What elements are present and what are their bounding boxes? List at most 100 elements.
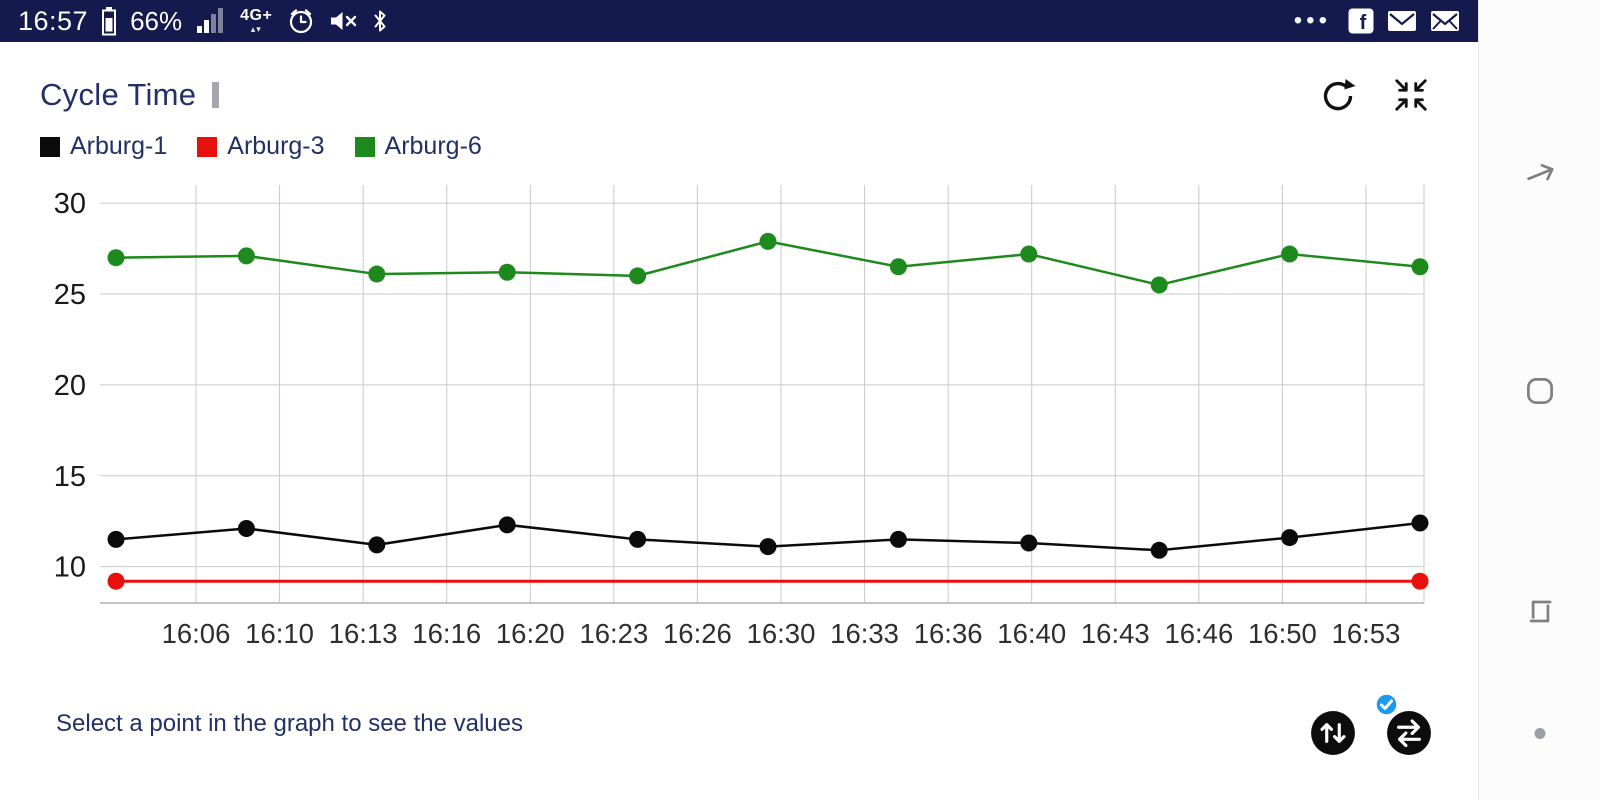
x-tick-label: 16:50 — [1248, 618, 1317, 649]
nav-home-button[interactable] — [1515, 366, 1565, 419]
legend-swatch-icon — [40, 136, 60, 157]
data-point-arburg-3[interactable] — [107, 572, 125, 590]
data-point-arburg-3[interactable] — [1411, 572, 1429, 590]
x-tick-label: 16:26 — [663, 618, 732, 649]
data-point-arburg-1[interactable] — [889, 530, 907, 548]
data-point-arburg-6[interactable] — [1020, 245, 1038, 263]
facebook-icon: f — [1348, 8, 1374, 34]
nav-back-icon — [1526, 163, 1554, 181]
swap-horizontal-button[interactable] — [1386, 710, 1432, 756]
data-point-arburg-1[interactable] — [498, 516, 516, 534]
check-badge-icon — [1374, 692, 1399, 717]
y-tick-label: 20 — [54, 370, 86, 402]
legend-label: Arburg-6 — [384, 132, 482, 160]
x-tick-label: 16:06 — [162, 618, 231, 649]
x-tick-label: 16:36 — [914, 618, 983, 649]
data-point-arburg-1[interactable] — [759, 538, 777, 556]
status-bar-left: 16:57 66% 4G+ ▴▾ — [18, 6, 389, 37]
data-point-arburg-6[interactable] — [889, 258, 907, 276]
nav-back-button[interactable] — [1515, 148, 1565, 201]
hint-text: Select a point in the graph to see the v… — [56, 710, 523, 737]
data-point-arburg-6[interactable] — [107, 249, 125, 267]
text-cursor — [212, 82, 220, 108]
refresh-icon — [1323, 79, 1356, 111]
data-point-arburg-6[interactable] — [759, 232, 777, 250]
nav-home-icon — [1526, 378, 1553, 404]
x-tick-label: 16:46 — [1164, 618, 1233, 649]
collapse-icon — [1395, 79, 1427, 111]
data-point-arburg-1[interactable] — [107, 530, 125, 548]
data-point-arburg-6[interactable] — [368, 265, 386, 283]
nav-recents-button[interactable] — [1515, 586, 1565, 639]
battery-percent: 66% — [130, 5, 183, 36]
data-point-arburg-6[interactable] — [498, 263, 516, 281]
x-tick-label: 16:40 — [997, 618, 1066, 649]
data-point-arburg-6[interactable] — [629, 267, 647, 285]
sort-vertical-button[interactable] — [1310, 710, 1356, 756]
nav-handle-dot[interactable] — [1534, 728, 1545, 739]
legend-item-arburg-1[interactable]: Arburg-1 — [40, 132, 167, 161]
legend-swatch-icon — [197, 136, 218, 157]
network-indicator: 4G+ ▴▾ — [240, 8, 272, 34]
clock: 16:57 — [18, 5, 89, 36]
svg-text:f: f — [1360, 12, 1367, 34]
y-tick-label: 25 — [54, 279, 86, 311]
data-point-arburg-6[interactable] — [1281, 245, 1299, 263]
cycle-time-chart[interactable]: 10 15 20 25 30 16:06 16:10 16:13 16:16 16:20 16:23… — [28, 165, 1448, 665]
data-point-arburg-1[interactable] — [368, 536, 386, 554]
chart-action-buttons — [1310, 692, 1432, 761]
data-point-arburg-6[interactable] — [1411, 258, 1429, 276]
data-point-arburg-6[interactable] — [237, 247, 255, 265]
alarm-icon — [290, 9, 313, 34]
swap-horizontal-icon — [1387, 711, 1431, 755]
x-tick-label: 16:10 — [245, 618, 314, 649]
chart-legend: Arburg-1 Arburg-3 Arburg-6 — [40, 132, 1478, 161]
data-activity-arrows-icon: ▴▾ — [250, 24, 262, 34]
data-point-arburg-1[interactable] — [1411, 514, 1429, 532]
nav-recents-icon — [1529, 600, 1551, 623]
data-point-arburg-6[interactable] — [1150, 276, 1168, 294]
data-point-arburg-1[interactable] — [1150, 541, 1168, 559]
data-point-arburg-1[interactable] — [1020, 534, 1038, 552]
mail-icon — [1388, 11, 1416, 31]
legend-label: Arburg-3 — [227, 132, 325, 160]
x-tick-label: 16:43 — [1081, 618, 1150, 649]
x-tick-label: 16:23 — [579, 618, 648, 649]
data-point-arburg-1[interactable] — [1281, 529, 1299, 547]
mute-icon — [331, 12, 357, 30]
android-nav-bar — [1478, 0, 1600, 800]
gmail-icon — [1431, 11, 1459, 31]
title-actions — [1318, 75, 1430, 115]
collapse-button[interactable] — [1392, 76, 1430, 114]
swap-wrap — [1374, 692, 1432, 761]
sort-vertical-icon — [1311, 711, 1355, 755]
data-point-arburg-1[interactable] — [237, 519, 255, 537]
x-tick-label: 16:16 — [412, 618, 481, 649]
x-tick-label: 16:20 — [496, 618, 565, 649]
status-bar-right: ••• f — [1294, 7, 1460, 35]
data-point-arburg-1[interactable] — [629, 530, 647, 548]
legend-item-arburg-6[interactable]: Arburg-6 — [354, 132, 482, 161]
legend-item-arburg-3[interactable]: Arburg-3 — [197, 132, 325, 161]
x-tick-label: 16:30 — [747, 618, 816, 649]
overflow-dots-icon: ••• — [1293, 7, 1331, 34]
page-title: Cycle Time — [40, 77, 197, 112]
status-bar: 16:57 66% 4G+ ▴▾ — [0, 0, 1478, 42]
bluetooth-icon — [374, 10, 386, 32]
mobile-signal-icon — [197, 8, 224, 33]
refresh-button[interactable] — [1318, 75, 1358, 115]
x-tick-label: 16:53 — [1332, 618, 1401, 649]
x-tick-label: 16:13 — [329, 618, 398, 649]
y-tick-label: 30 — [54, 188, 86, 220]
legend-label: Arburg-1 — [70, 132, 168, 160]
check-badge — [1373, 691, 1400, 718]
legend-swatch-icon — [354, 136, 375, 157]
battery-icon — [102, 7, 117, 36]
title-bar: Cycle Time — [40, 72, 1430, 118]
network-type: 4G+ — [240, 7, 273, 24]
y-tick-label: 15 — [54, 461, 86, 493]
x-tick-label: 16:33 — [830, 618, 899, 649]
y-tick-label: 10 — [54, 552, 86, 584]
app-content: Cycle Time — [0, 42, 1478, 800]
